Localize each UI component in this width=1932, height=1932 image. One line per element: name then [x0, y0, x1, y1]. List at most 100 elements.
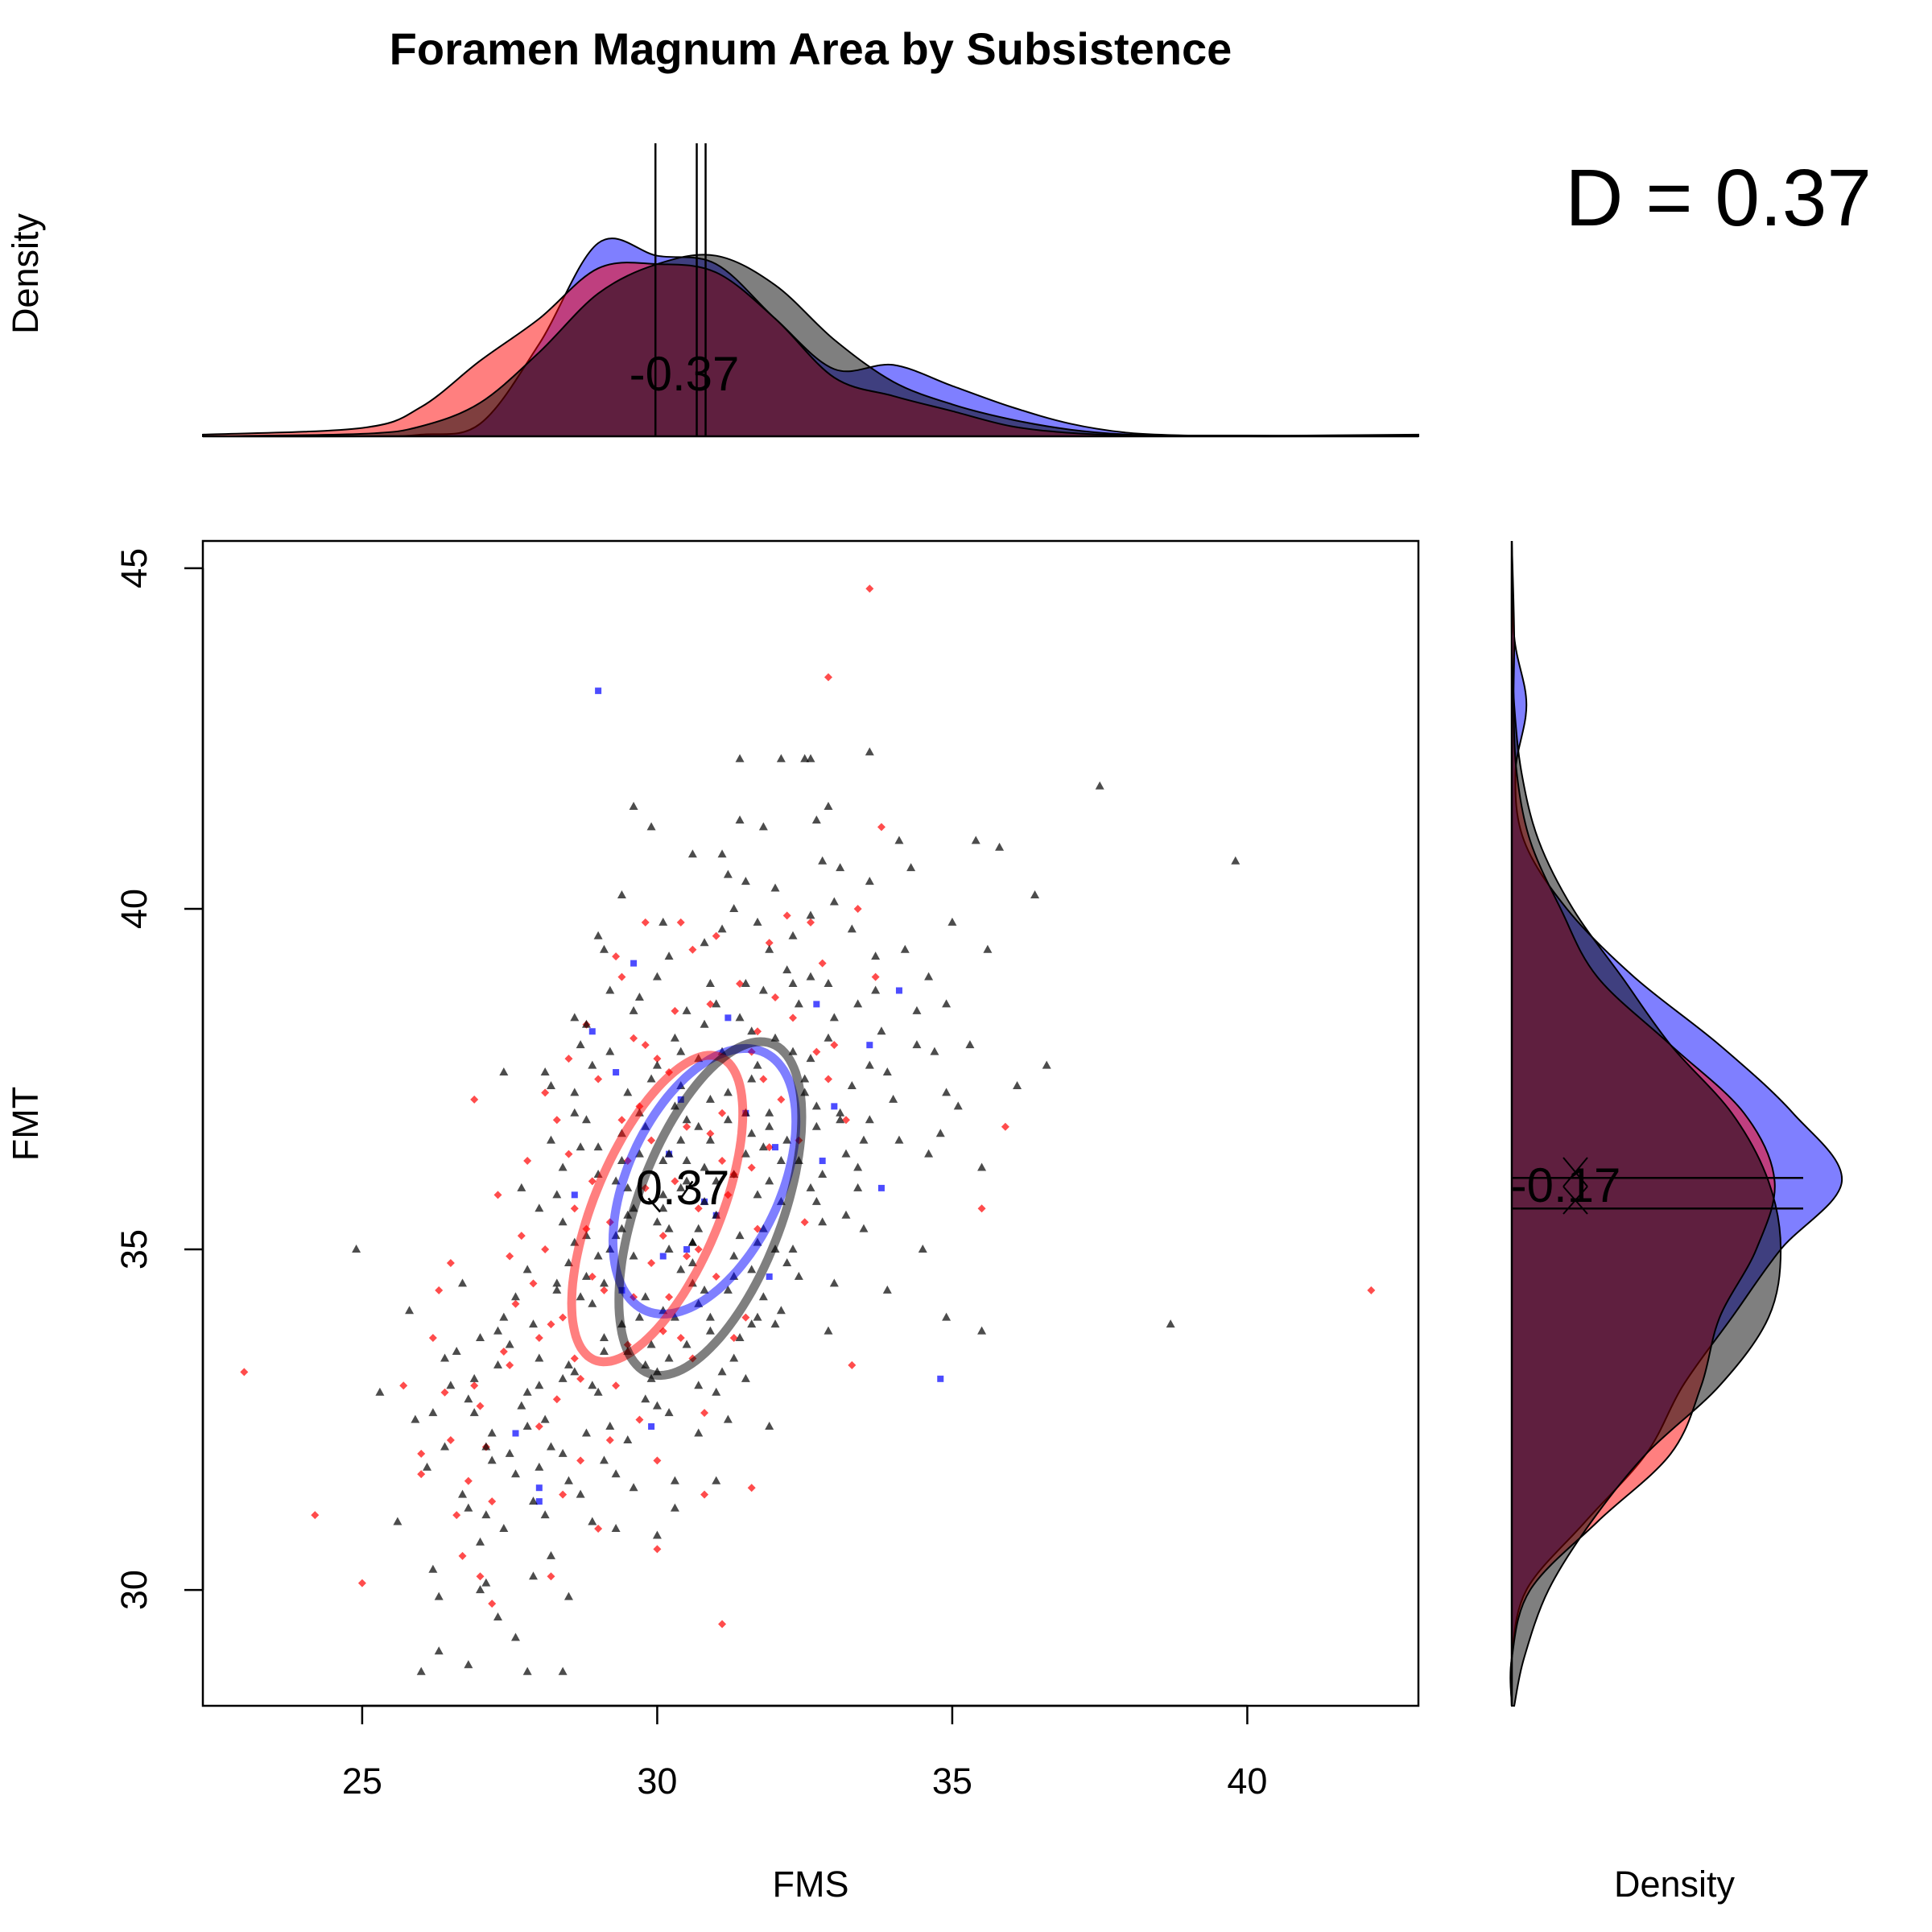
data-point	[558, 1162, 568, 1171]
data-point	[505, 1340, 514, 1348]
data-point	[613, 1069, 620, 1076]
data-point	[741, 979, 750, 988]
data-point	[889, 1094, 898, 1103]
data-point	[830, 1041, 839, 1050]
data-point	[700, 1285, 709, 1294]
data-point	[700, 938, 709, 947]
data-point	[652, 1401, 662, 1410]
data-point	[712, 931, 720, 940]
x-tick-label: 40	[1227, 1761, 1267, 1802]
data-point	[506, 1252, 514, 1261]
data-point	[641, 1394, 650, 1403]
data-point	[718, 1157, 727, 1166]
data-point	[581, 1019, 591, 1028]
data-point	[646, 1340, 656, 1348]
data-point	[723, 869, 733, 878]
data-point	[570, 1108, 580, 1117]
data-point	[428, 1564, 438, 1573]
data-point	[564, 1257, 573, 1266]
data-point	[535, 1484, 543, 1492]
data-point	[546, 1550, 555, 1559]
data-point	[735, 815, 745, 824]
data-point	[1231, 856, 1241, 865]
data-point	[841, 1116, 850, 1125]
data-point	[977, 1326, 987, 1335]
top-margin-annotation: -0.37	[630, 347, 740, 401]
data-point	[782, 1257, 792, 1266]
data-point	[723, 1115, 733, 1124]
data-point	[546, 1442, 555, 1451]
data-point	[411, 1414, 420, 1423]
statistic-label: D = 0.37	[1565, 153, 1872, 243]
data-point	[687, 1237, 697, 1246]
data-point	[877, 1026, 886, 1035]
data-point	[664, 1245, 674, 1253]
data-point	[847, 924, 857, 933]
data-point	[535, 1334, 543, 1343]
data-point	[776, 1156, 786, 1165]
data-point	[865, 877, 874, 886]
data-point	[1030, 890, 1040, 899]
data-point	[481, 1578, 491, 1587]
data-point	[647, 1258, 656, 1267]
mean-arrow	[647, 1197, 662, 1213]
data-point	[535, 1353, 544, 1362]
data-point	[718, 1620, 727, 1629]
data-point	[723, 1285, 733, 1294]
data-point	[435, 1286, 444, 1294]
data-point	[813, 1001, 820, 1008]
data-point	[417, 1470, 426, 1479]
right-density-panel	[1509, 540, 1843, 1707]
data-point	[788, 1046, 798, 1055]
data-point	[540, 1067, 550, 1076]
data-point	[357, 1579, 366, 1587]
data-point	[629, 1483, 638, 1492]
data-point	[694, 1204, 703, 1213]
data-point	[434, 1591, 444, 1600]
data-point	[564, 1150, 573, 1158]
data-point	[806, 972, 815, 980]
data-point	[824, 1075, 832, 1084]
data-point	[630, 1034, 638, 1042]
data-point	[481, 1442, 491, 1451]
data-point	[877, 823, 886, 832]
data-point	[446, 1381, 456, 1389]
data-point	[476, 1585, 485, 1594]
data-point	[700, 1196, 709, 1205]
right-mean-marker	[1563, 1157, 1588, 1215]
data-point	[499, 1312, 509, 1321]
data-point	[546, 1135, 555, 1144]
data-point	[977, 1204, 986, 1213]
top-density-panel	[202, 143, 1419, 438]
data-point	[924, 972, 934, 980]
data-point	[599, 944, 609, 953]
data-point	[476, 1402, 485, 1410]
data-point	[588, 1060, 597, 1069]
data-point	[528, 1496, 538, 1505]
data-point	[765, 1176, 774, 1185]
data-point	[836, 1115, 845, 1124]
data-point	[729, 1251, 739, 1260]
data-point	[581, 1428, 591, 1437]
data-point	[440, 1388, 449, 1397]
data-point	[570, 1367, 580, 1376]
data-point	[617, 1116, 626, 1125]
data-point	[894, 1135, 904, 1144]
data-point	[535, 1203, 544, 1212]
data-point	[706, 1129, 715, 1138]
data-point	[912, 1040, 922, 1049]
data-point	[930, 1046, 939, 1055]
data-point	[800, 1218, 809, 1227]
data-point	[912, 1005, 922, 1014]
data-point	[789, 1013, 798, 1022]
data-point	[765, 1422, 774, 1430]
data-point	[723, 1414, 733, 1423]
data-point	[735, 1013, 745, 1022]
data-point	[807, 918, 815, 927]
data-point	[458, 1278, 468, 1287]
data-point	[712, 1272, 720, 1281]
data-point	[558, 1666, 568, 1675]
data-point	[947, 917, 957, 926]
data-point	[836, 1108, 845, 1117]
data-point	[717, 849, 727, 858]
